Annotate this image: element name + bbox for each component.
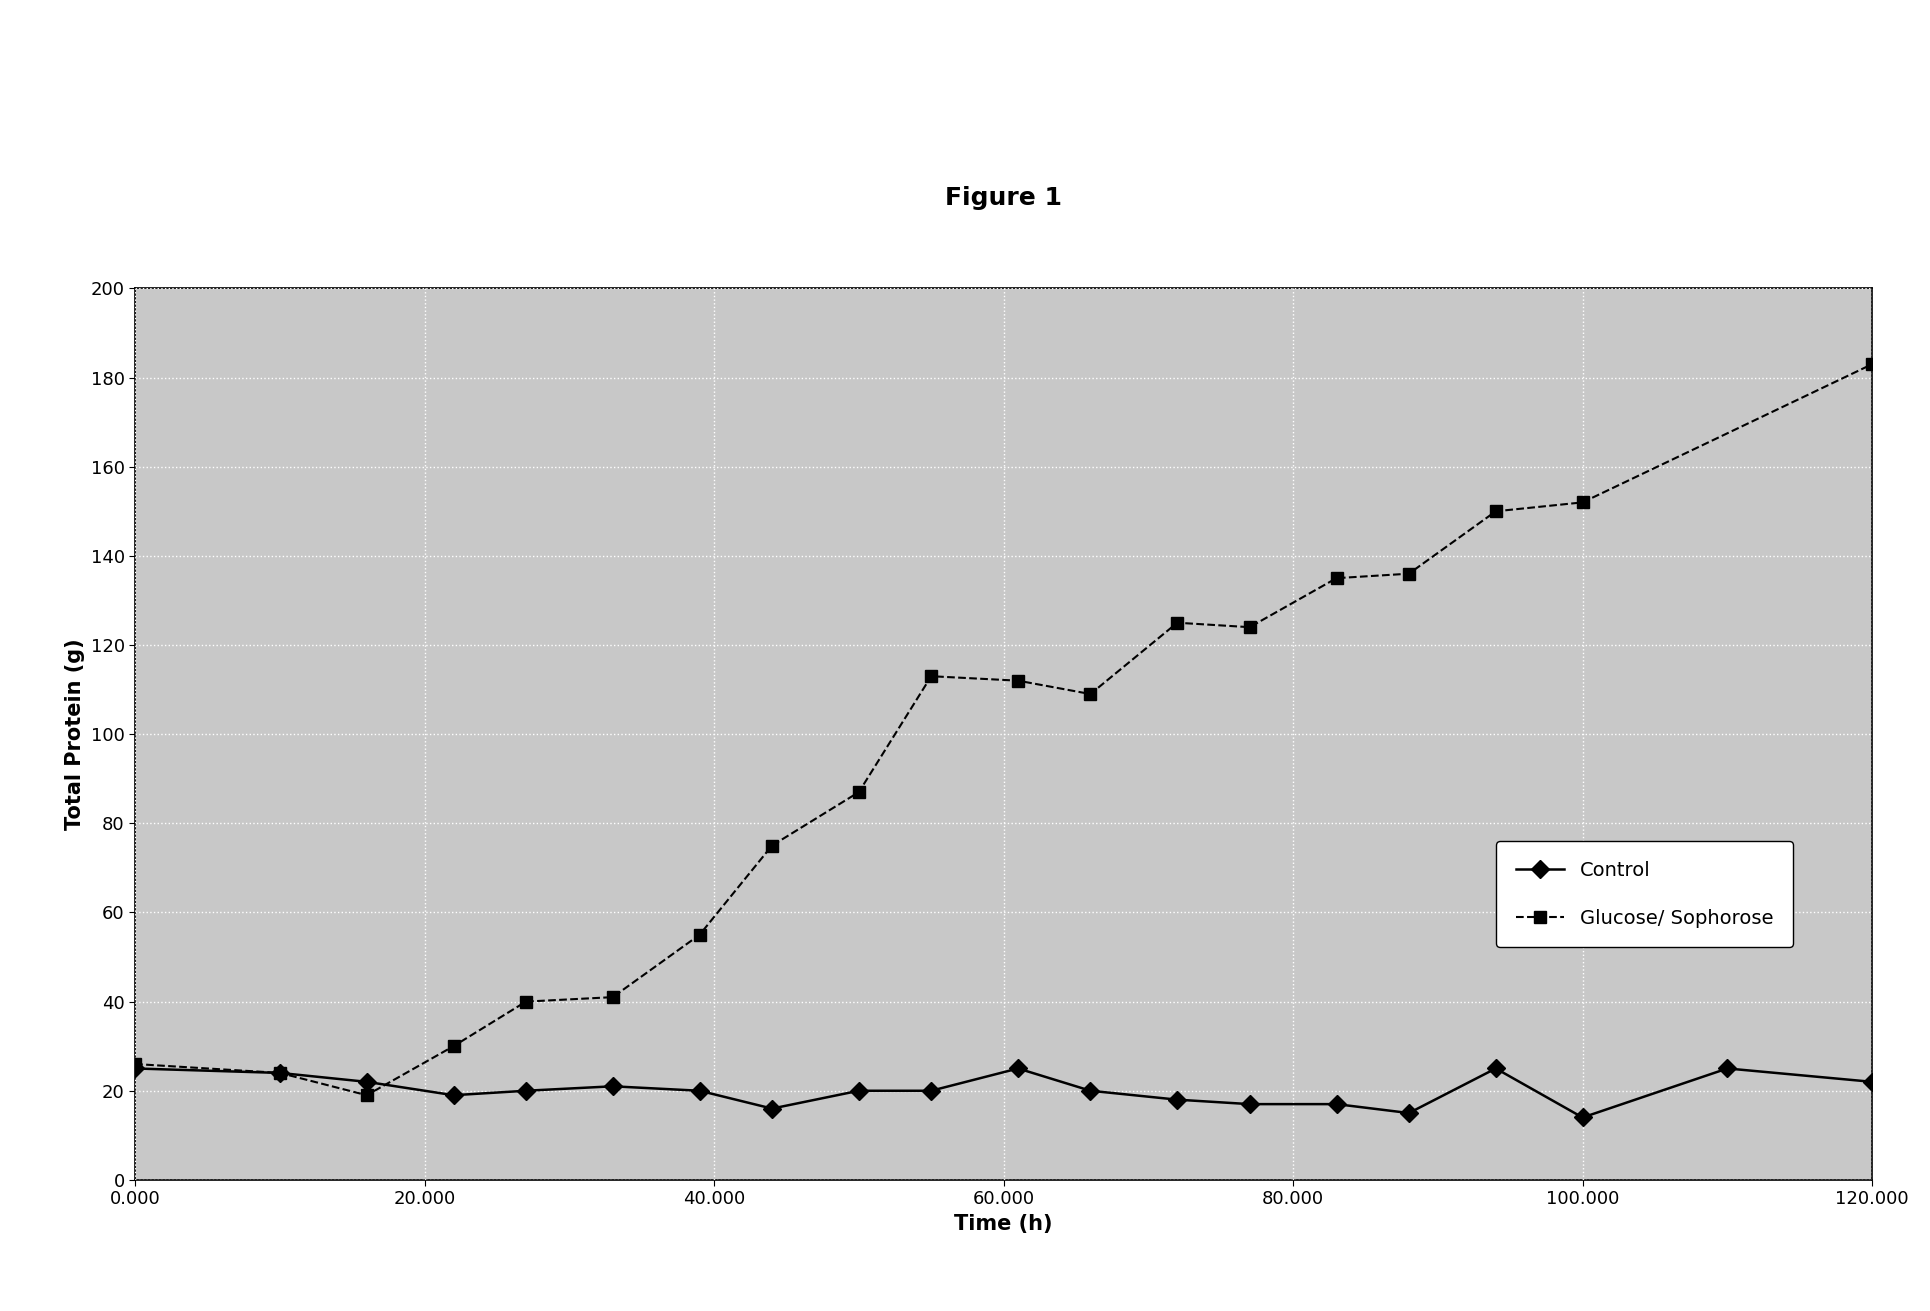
Glucose/ Sophorose: [513, 994, 537, 1009]
X-axis label: Time (h): Time (h): [953, 1214, 1054, 1234]
Control: [687, 1083, 710, 1099]
Glucose/ Sophorose: [687, 927, 710, 943]
Control: [124, 1061, 147, 1076]
Glucose/ Sophorose: [1324, 570, 1347, 586]
Glucose/ Sophorose: [847, 784, 870, 800]
Glucose/ Sophorose: [602, 990, 625, 1006]
Control: [1716, 1061, 1739, 1076]
Line: Control: Control: [129, 1062, 1878, 1124]
Y-axis label: Total Protein (g): Total Protein (g): [66, 638, 85, 830]
Control: [1571, 1109, 1594, 1125]
Title: Figure 1: Figure 1: [946, 186, 1062, 210]
Glucose/ Sophorose: [355, 1087, 378, 1103]
Legend: Control, Glucose/ Sophorose: Control, Glucose/ Sophorose: [1496, 842, 1793, 948]
Control: [1007, 1061, 1031, 1076]
Glucose/ Sophorose: [1239, 619, 1262, 635]
Control: [1397, 1105, 1420, 1121]
Glucose/ Sophorose: [268, 1065, 291, 1080]
Glucose/ Sophorose: [919, 669, 942, 684]
Glucose/ Sophorose: [442, 1038, 465, 1054]
Control: [355, 1074, 378, 1089]
Control: [1861, 1074, 1884, 1089]
Control: [1484, 1061, 1507, 1076]
Glucose/ Sophorose: [1397, 566, 1420, 582]
Control: [513, 1083, 537, 1099]
Control: [1239, 1096, 1262, 1112]
Control: [602, 1079, 625, 1095]
Line: Glucose/ Sophorose: Glucose/ Sophorose: [129, 358, 1878, 1101]
Glucose/ Sophorose: [1166, 615, 1189, 631]
Glucose/ Sophorose: [1484, 503, 1507, 519]
Control: [1166, 1092, 1189, 1108]
Control: [847, 1083, 870, 1099]
Glucose/ Sophorose: [1861, 357, 1884, 372]
Glucose/ Sophorose: [1007, 673, 1031, 688]
Glucose/ Sophorose: [1079, 686, 1102, 701]
Control: [1079, 1083, 1102, 1099]
Control: [442, 1087, 465, 1103]
Control: [268, 1065, 291, 1080]
Glucose/ Sophorose: [1571, 494, 1594, 510]
Control: [1324, 1096, 1347, 1112]
Control: [919, 1083, 942, 1099]
Glucose/ Sophorose: [760, 838, 784, 853]
Glucose/ Sophorose: [124, 1057, 147, 1072]
Control: [760, 1101, 784, 1117]
